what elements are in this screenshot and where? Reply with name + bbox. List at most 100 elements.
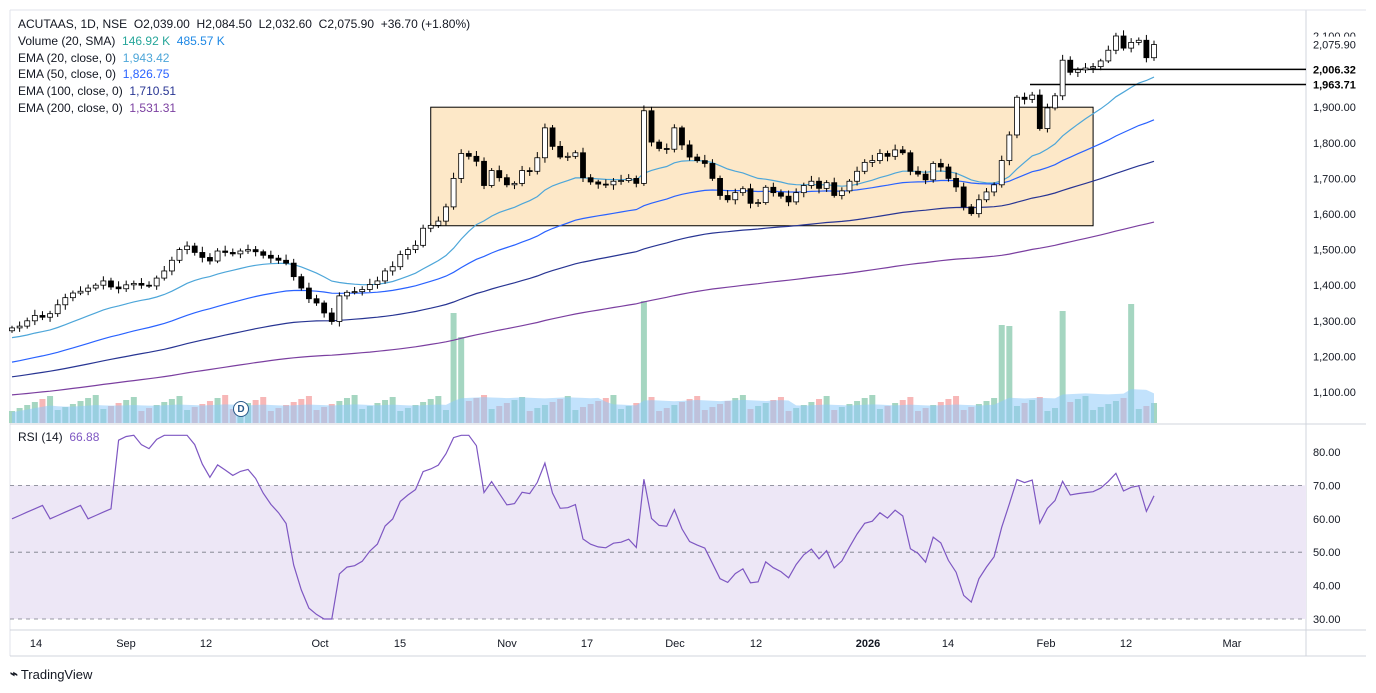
candle-body: [1113, 35, 1119, 51]
candle-body: [519, 170, 525, 184]
candle-body: [70, 292, 76, 299]
price-tick-label: 1,300.00: [1313, 316, 1356, 328]
candle-body: [123, 284, 130, 290]
candle-body: [1128, 42, 1135, 49]
candle-body: [1059, 59, 1066, 97]
ema50-value: 1,826.75: [122, 67, 170, 82]
candle-body: [267, 254, 274, 259]
candle-body: [975, 199, 982, 215]
candle-body: [328, 312, 335, 322]
candle-body: [435, 220, 442, 226]
candle-body: [130, 283, 137, 286]
candle-body: [382, 270, 388, 282]
open-value: O2,039.00: [133, 17, 190, 31]
candle-body: [1135, 39, 1142, 43]
rsi-tick-label: 60.00: [1313, 514, 1341, 526]
candle-body: [85, 287, 92, 292]
time-tick-label: 14: [30, 638, 42, 650]
dividend-marker[interactable]: D: [233, 401, 249, 417]
candle-body: [245, 249, 251, 252]
candle-body: [252, 249, 259, 253]
ema50-line: [11, 119, 1155, 363]
volume-value-2: 485.57 K: [176, 33, 225, 48]
candle-body: [412, 244, 419, 251]
time-tick-label: Mar: [1223, 638, 1242, 650]
symbol-label[interactable]: ACUTAAS, 1D, NSE: [18, 17, 128, 31]
candle-body: [747, 188, 754, 204]
legend-ema20[interactable]: EMA (20, close, 0) 1,943.42: [18, 50, 470, 67]
candle-body: [351, 291, 358, 294]
rsi-value: 66.88: [69, 430, 100, 444]
candle-body: [153, 277, 160, 287]
candle-body: [420, 227, 427, 246]
candle-body: [321, 302, 328, 314]
candle-body: [907, 152, 914, 172]
candle-body: [701, 160, 708, 164]
candle-body: [915, 170, 921, 175]
time-tick-label: 12: [750, 638, 762, 650]
volume-bar: [450, 313, 457, 423]
candle-body: [443, 206, 449, 222]
candle-body: [656, 141, 663, 149]
candle-body: [465, 153, 472, 157]
candle-body: [816, 180, 822, 189]
price-tick-label: 1,500.00: [1313, 245, 1356, 257]
level-2-price-label-bg: [1307, 76, 1363, 93]
candle-body: [1029, 94, 1036, 100]
candle-body: [983, 191, 990, 201]
candle-body: [1097, 60, 1104, 68]
candle-body: [823, 182, 830, 189]
candle-body: [557, 145, 564, 158]
candle-body: [336, 295, 343, 322]
candle-body: [717, 177, 723, 196]
last-price-label: 2,075.90: [1313, 40, 1356, 52]
candle-body: [679, 127, 685, 146]
candle-body: [1036, 94, 1043, 129]
footer-branding[interactable]: ⌁ TradingView: [10, 666, 92, 682]
legend-ema200[interactable]: EMA (200, close, 0) 1,531.31: [18, 100, 470, 117]
candle-body: [732, 192, 739, 201]
legend-volume[interactable]: Volume (20, SMA) 146.92 K 485.57 K: [18, 33, 470, 50]
candle-body: [214, 250, 221, 262]
chart-legend: ACUTAAS, 1D, NSE O2,039.00 H2,084.50 L2,…: [18, 16, 470, 117]
candle-body: [641, 110, 647, 184]
candle-body: [633, 177, 640, 184]
candle-body: [709, 163, 716, 179]
low-value: L2,032.60: [258, 17, 312, 31]
candle-body: [1090, 66, 1096, 69]
candle-body: [663, 148, 670, 150]
candle-body: [397, 254, 404, 268]
candle-body: [861, 161, 868, 172]
candle-body: [168, 259, 175, 272]
candle-body: [191, 245, 198, 253]
candle-body: [359, 289, 366, 293]
candle-body: [313, 298, 320, 304]
candle-body: [458, 153, 465, 179]
legend-ema50[interactable]: EMA (50, close, 0) 1,826.75: [18, 66, 470, 83]
candle-body: [503, 177, 510, 186]
price-tick-label: 1,100.00: [1313, 387, 1356, 399]
time-tick-label: 12: [1120, 638, 1132, 650]
candle-body: [930, 163, 937, 181]
rsi-tick-label: 70.00: [1313, 480, 1341, 492]
level-1-price-label: 2,006.32: [1313, 64, 1356, 76]
candle-body: [755, 202, 762, 205]
volume-bar: [1128, 304, 1135, 423]
candle-body: [237, 250, 244, 255]
volume-bar: [640, 301, 647, 423]
candle-body: [618, 180, 624, 182]
candle-body: [694, 156, 701, 161]
time-tick-label: Dec: [665, 638, 685, 650]
candle-body: [481, 160, 487, 186]
rsi-legend[interactable]: RSI (14) 66.88: [18, 430, 99, 444]
time-tick-label: Sep: [116, 638, 136, 650]
candle-body: [564, 155, 571, 158]
time-tick-label: 12: [200, 638, 212, 650]
candle-body: [671, 127, 678, 150]
time-tick-label: 2026: [856, 638, 880, 650]
change-value: +36.70 (+1.80%): [380, 17, 471, 31]
price-tick-label: 1,600.00: [1313, 209, 1356, 221]
candle-body: [77, 290, 84, 294]
legend-ema100[interactable]: EMA (100, close, 0) 1,710.51: [18, 83, 470, 100]
